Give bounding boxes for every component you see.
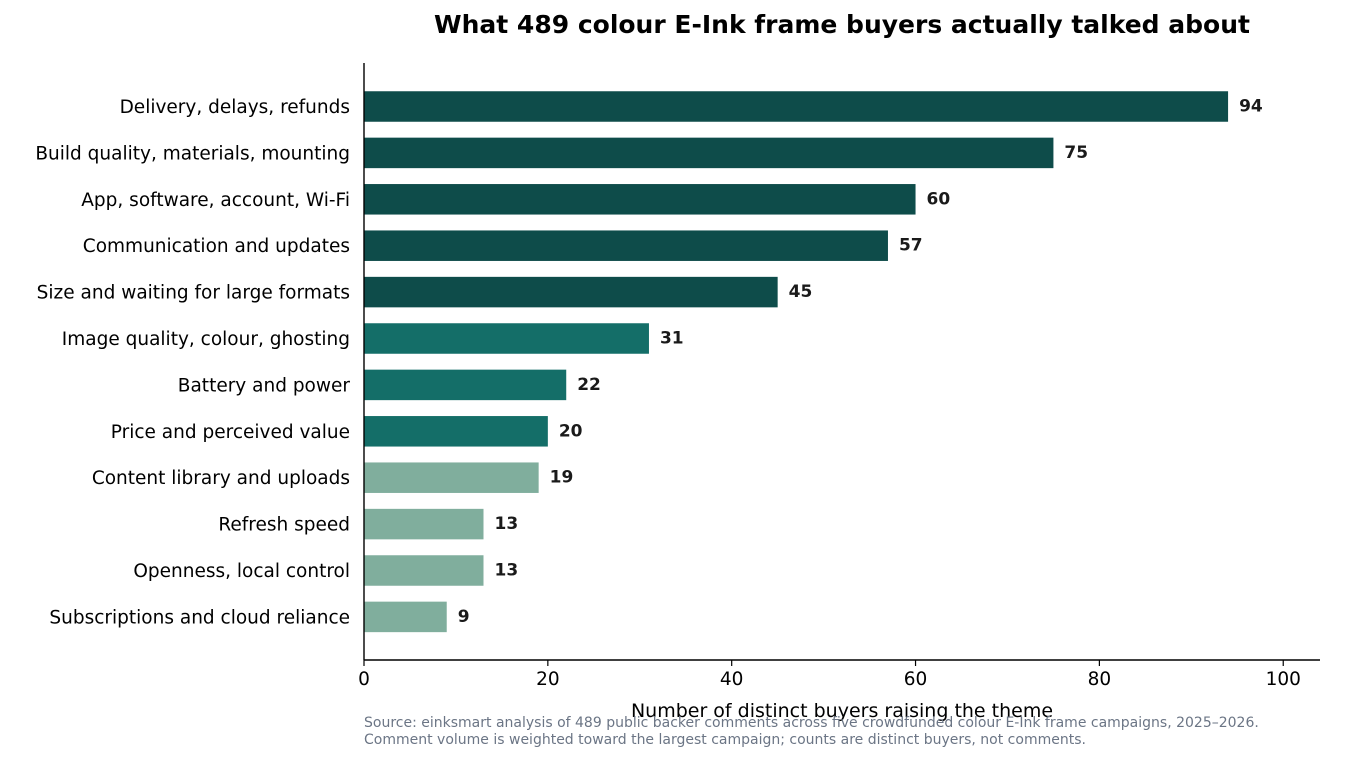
x-tick-label: 40	[720, 669, 744, 690]
source-line-1: Source: einksmart analysis of 489 public…	[364, 715, 1259, 731]
category-label: Delivery, delays, refunds	[120, 97, 350, 118]
value-label: 22	[577, 375, 601, 395]
bar	[364, 369, 567, 401]
chart-title: What 489 colour E-Ink frame buyers actua…	[434, 10, 1250, 39]
value-label: 45	[789, 282, 813, 302]
category-label: Size and waiting for large formats	[37, 283, 350, 304]
category-labels-group: Delivery, delays, refunds Build quality, …	[35, 97, 350, 628]
bar	[364, 230, 888, 261]
source-note: Source: einksmart analysis of 489 public…	[364, 715, 1259, 749]
x-tick-label: 0	[358, 669, 370, 690]
source-line-2: Comment volume is weighted toward the la…	[364, 732, 1086, 748]
category-label: Battery and power	[178, 375, 351, 396]
bar	[364, 601, 447, 633]
category-label: Communication and updates	[83, 236, 350, 257]
value-label: 13	[495, 514, 519, 534]
value-label: 94	[1239, 97, 1263, 117]
bar	[364, 462, 539, 493]
x-tick-label: 20	[536, 669, 560, 690]
value-label: 9	[458, 607, 470, 627]
bar	[364, 91, 1229, 122]
x-tick-label: 100	[1266, 669, 1301, 690]
value-labels-group: 94 75 60 57 45 31 22 20 19 13 13 9	[458, 97, 1263, 627]
value-label: 57	[899, 236, 923, 256]
value-label: 20	[559, 421, 583, 441]
category-label: Image quality, colour, ghosting	[62, 329, 350, 350]
category-label: Refresh speed	[218, 515, 350, 536]
bar	[364, 323, 649, 354]
x-tick-label: 60	[904, 669, 928, 690]
category-label: App, software, account, Wi-Fi	[81, 190, 350, 211]
value-label: 75	[1064, 143, 1088, 163]
bar	[364, 137, 1054, 169]
value-label: 31	[660, 329, 684, 349]
value-label: 19	[550, 468, 574, 488]
x-axis-label: Number of distinct buyers raising the th…	[630, 700, 1054, 722]
x-tick-label: 80	[1088, 669, 1112, 690]
value-label: 60	[927, 189, 951, 209]
category-label: Build quality, materials, mounting	[35, 143, 350, 164]
bar	[364, 184, 916, 215]
bars-group	[364, 91, 1229, 633]
bar	[364, 416, 548, 447]
category-label: Subscriptions and cloud reliance	[49, 607, 350, 628]
category-label: Content library and uploads	[92, 468, 350, 489]
category-label: Openness, local control	[133, 561, 350, 582]
bar	[364, 276, 778, 308]
bar	[364, 508, 484, 540]
value-label: 13	[495, 561, 519, 581]
bar	[364, 555, 484, 586]
category-label: Price and perceived value	[111, 422, 350, 443]
x-axis: 0 20 40 60 80 100	[358, 659, 1320, 690]
